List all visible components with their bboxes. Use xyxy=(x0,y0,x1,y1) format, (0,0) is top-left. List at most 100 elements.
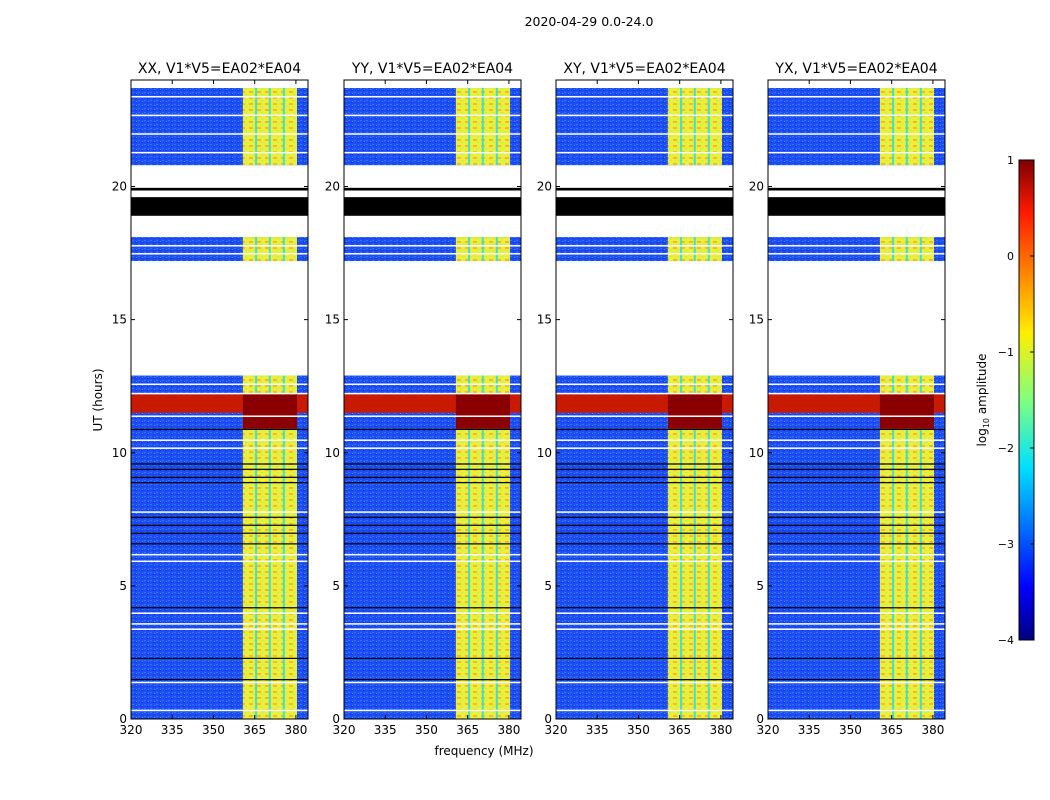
flag-line-white xyxy=(344,383,521,386)
y-tick-label: 0 xyxy=(119,712,127,726)
rfi-gap-line xyxy=(282,237,285,262)
flag-line-white xyxy=(556,392,733,395)
flagged-block xyxy=(344,197,521,216)
flag-line-white xyxy=(768,681,945,684)
flagged-block xyxy=(556,187,733,191)
flag-line-white xyxy=(131,553,308,556)
rfi-gap-line xyxy=(905,375,908,719)
flag-line-white xyxy=(131,415,308,417)
rfi-gap-line xyxy=(468,375,471,719)
flagged-block xyxy=(131,187,308,191)
flag-line-black xyxy=(131,428,308,430)
flag-line-white xyxy=(768,95,945,98)
flag-line-white xyxy=(131,383,308,386)
flag-line-white xyxy=(556,253,733,255)
flag-line-white xyxy=(131,95,308,98)
x-tick-label: 320 xyxy=(333,723,356,737)
strong-rfi-core xyxy=(455,394,511,429)
colorbar-tick-label: −2 xyxy=(998,442,1014,455)
flag-line-black xyxy=(768,679,945,681)
y-tick-label: 5 xyxy=(544,579,552,593)
flag-line-black xyxy=(131,463,308,465)
flag-line-white xyxy=(131,392,308,395)
flag-line-white xyxy=(344,95,521,98)
flag-line-white xyxy=(556,709,733,712)
flag-line-white xyxy=(556,553,733,556)
rfi-gap-line xyxy=(919,375,922,719)
flag-line-white xyxy=(344,681,521,684)
flag-line-black xyxy=(131,482,308,484)
rfi-gap-line xyxy=(680,237,683,262)
rfi-gap-line xyxy=(680,87,683,166)
colorbar-tick-label: −4 xyxy=(998,634,1014,647)
flag-line-white xyxy=(556,114,733,117)
flag-line-white xyxy=(768,560,945,563)
flag-line-black xyxy=(556,468,733,470)
flag-line-white xyxy=(344,245,521,247)
flag-line-white xyxy=(344,628,521,630)
flag-line-black xyxy=(556,476,733,478)
colorbar-gradient xyxy=(1018,159,1035,641)
flag-line-black xyxy=(768,657,945,659)
x-tick-label: 365 xyxy=(243,723,266,737)
flag-line-black xyxy=(344,532,521,534)
x-tick-label: 335 xyxy=(374,723,397,737)
y-tick-label: 5 xyxy=(756,579,764,593)
flag-line-black xyxy=(344,482,521,484)
flag-line-white xyxy=(344,709,521,712)
flag-line-white xyxy=(768,511,945,513)
flag-line-white xyxy=(768,623,945,625)
panel-0: XX, V1*V5=EA02*EA04 320 335 350 365 380 0 5 10 15… xyxy=(112,61,309,737)
y-tick-label: 10 xyxy=(325,446,340,460)
flag-line-black xyxy=(768,476,945,478)
flag-line-white xyxy=(768,439,945,441)
flag-line-white xyxy=(131,628,308,630)
rfi-gap-line xyxy=(268,237,271,262)
flag-line-white xyxy=(344,612,521,614)
x-tick-label: 320 xyxy=(545,723,568,737)
flag-line-white xyxy=(344,511,521,513)
rfi-gap-line xyxy=(268,375,271,719)
y-tick-label: 20 xyxy=(112,180,127,194)
flag-line-black xyxy=(344,468,521,470)
flag-line-black xyxy=(131,468,308,470)
flag-line-white xyxy=(768,612,945,614)
rfi-gap-line xyxy=(919,87,922,166)
flag-line-black xyxy=(556,607,733,609)
colorbar: 1 0 −1 −2 −3 −4 log10 amplitude xyxy=(975,154,1035,647)
rfi-gap-line xyxy=(892,375,895,719)
flag-line-white xyxy=(344,133,521,135)
flag-line-white xyxy=(556,151,733,154)
y-tick-label: 0 xyxy=(332,712,340,726)
flag-line-white xyxy=(768,628,945,630)
flag-line-white xyxy=(131,623,308,625)
x-tick-label: 320 xyxy=(757,723,780,737)
flag-line-black xyxy=(768,543,945,545)
x-axis-label: frequency (MHz) xyxy=(434,744,533,758)
y-tick-label: 15 xyxy=(112,313,127,327)
rfi-gap-line xyxy=(693,87,696,166)
rfi-gap-line xyxy=(282,87,285,166)
flag-line-black xyxy=(556,679,733,681)
panel-title: XX, V1*V5=EA02*EA04 xyxy=(138,61,301,77)
x-tick-label: 350 xyxy=(839,723,862,737)
y-tick-label: 20 xyxy=(537,180,552,194)
y-tick-label: 0 xyxy=(756,712,764,726)
flag-line-white xyxy=(344,415,521,417)
y-tick-label: 20 xyxy=(749,180,764,194)
flag-line-black xyxy=(768,607,945,609)
rfi-gap-line xyxy=(255,375,258,719)
flag-line-black xyxy=(556,543,733,545)
flag-line-white xyxy=(556,628,733,630)
flag-line-white xyxy=(556,95,733,98)
flagged-block xyxy=(344,187,521,191)
x-tick-label: 380 xyxy=(921,723,944,737)
panel-title: YY, V1*V5=EA02*EA04 xyxy=(351,61,513,77)
flag-line-black xyxy=(556,657,733,659)
flag-line-white xyxy=(556,415,733,417)
x-tick-label: 320 xyxy=(120,723,143,737)
y-tick-label: 5 xyxy=(119,579,127,593)
flag-line-white xyxy=(131,133,308,135)
flag-line-white xyxy=(556,612,733,614)
flag-line-white xyxy=(131,681,308,684)
